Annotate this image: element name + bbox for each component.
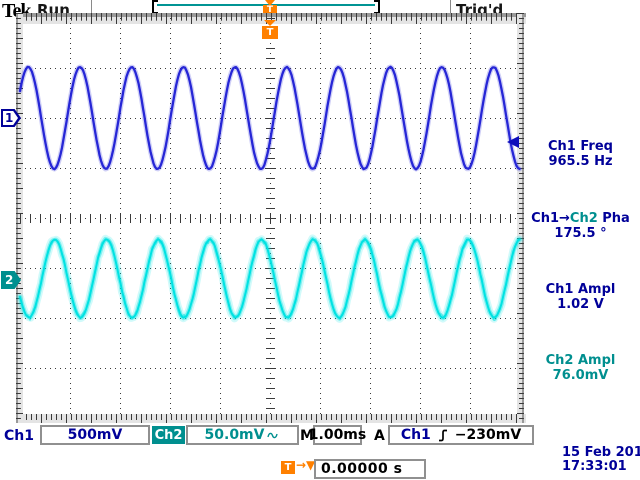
measurement-value: 76.0mV — [552, 368, 609, 383]
measurement-phase: Ch1→Ch2 Pha 175.5 ° — [521, 211, 640, 241]
measurement-value: 1.02 V — [557, 297, 604, 312]
trigger-source: Ch1 — [400, 427, 431, 443]
ch1-marker-label: 1 — [5, 111, 14, 125]
measurement-value: 965.5 Hz — [548, 154, 613, 169]
trigger-source-label: A — [374, 428, 385, 444]
ch1-ground-marker: 1 — [1, 109, 21, 127]
timebase-readout: 1.00ms — [308, 425, 367, 445]
measurement-ch1-freq: Ch1 Freq 965.5 Hz — [521, 139, 640, 169]
ch2-scale-readout: 50.0mV — [186, 425, 299, 445]
trigger-point-marker: T — [262, 26, 278, 39]
graticule-bottom-ruler — [16, 414, 526, 423]
phase-label-ch1: Ch1 — [531, 211, 559, 226]
measurement-label: Ch1→Ch2 Pha — [521, 211, 640, 226]
timebase-label: M — [300, 428, 314, 444]
header-divider — [450, 0, 451, 19]
graticule-right-ruler — [517, 13, 524, 423]
measurement-ch1-ampl: Ch1 Ampl 1.02 V — [521, 282, 640, 312]
measurement-label: Ch2 Ampl — [545, 353, 616, 368]
grid-line — [20, 214, 520, 223]
ch1-scale-readout: 500mV — [40, 425, 150, 445]
trigger-time-icon: T — [281, 461, 295, 474]
ch2-marker-fill — [1, 271, 21, 289]
trigger-position-readout: 0.00000 s — [314, 459, 426, 479]
measurement-ch2-ampl: Ch2 Ampl 76.0mV — [521, 353, 640, 383]
phase-label-ch2: Ch2 — [569, 211, 598, 226]
trigger-level: −230mV — [454, 427, 522, 443]
ch2-ground-marker: 2 — [1, 271, 21, 289]
graticule-left-ruler — [16, 13, 23, 423]
phase-arrow: → — [559, 211, 570, 226]
ch2-badge: Ch2 — [152, 426, 185, 444]
ch2-scale-value: 50.0mV — [204, 427, 265, 443]
ch1-label: Ch1 — [4, 428, 34, 444]
trigger-readout-box: Ch1 −230mV — [388, 425, 534, 445]
trigger-point-arrow-icon — [264, 20, 276, 26]
trigger-time-arrow-icon: →▼ — [296, 458, 316, 472]
rising-edge-icon — [438, 429, 447, 441]
trigger-position-marker-top: T — [263, 5, 277, 15]
phase-label-suffix: Pha — [597, 211, 630, 226]
header-divider — [91, 0, 92, 19]
measurement-label: Ch1 Ampl — [545, 282, 616, 297]
ac-coupling-icon — [267, 432, 279, 438]
measurement-value: 175.5 ° — [554, 226, 607, 241]
trigger-position-arrow-icon — [265, 0, 275, 6]
trigger-level-arrow-icon — [507, 136, 519, 148]
ch2-marker-label: 2 — [5, 273, 14, 287]
measurement-label: Ch1 Freq — [548, 139, 613, 154]
time: 17:33:01 — [562, 459, 627, 474]
ch1-marker-fill — [3, 111, 18, 125]
